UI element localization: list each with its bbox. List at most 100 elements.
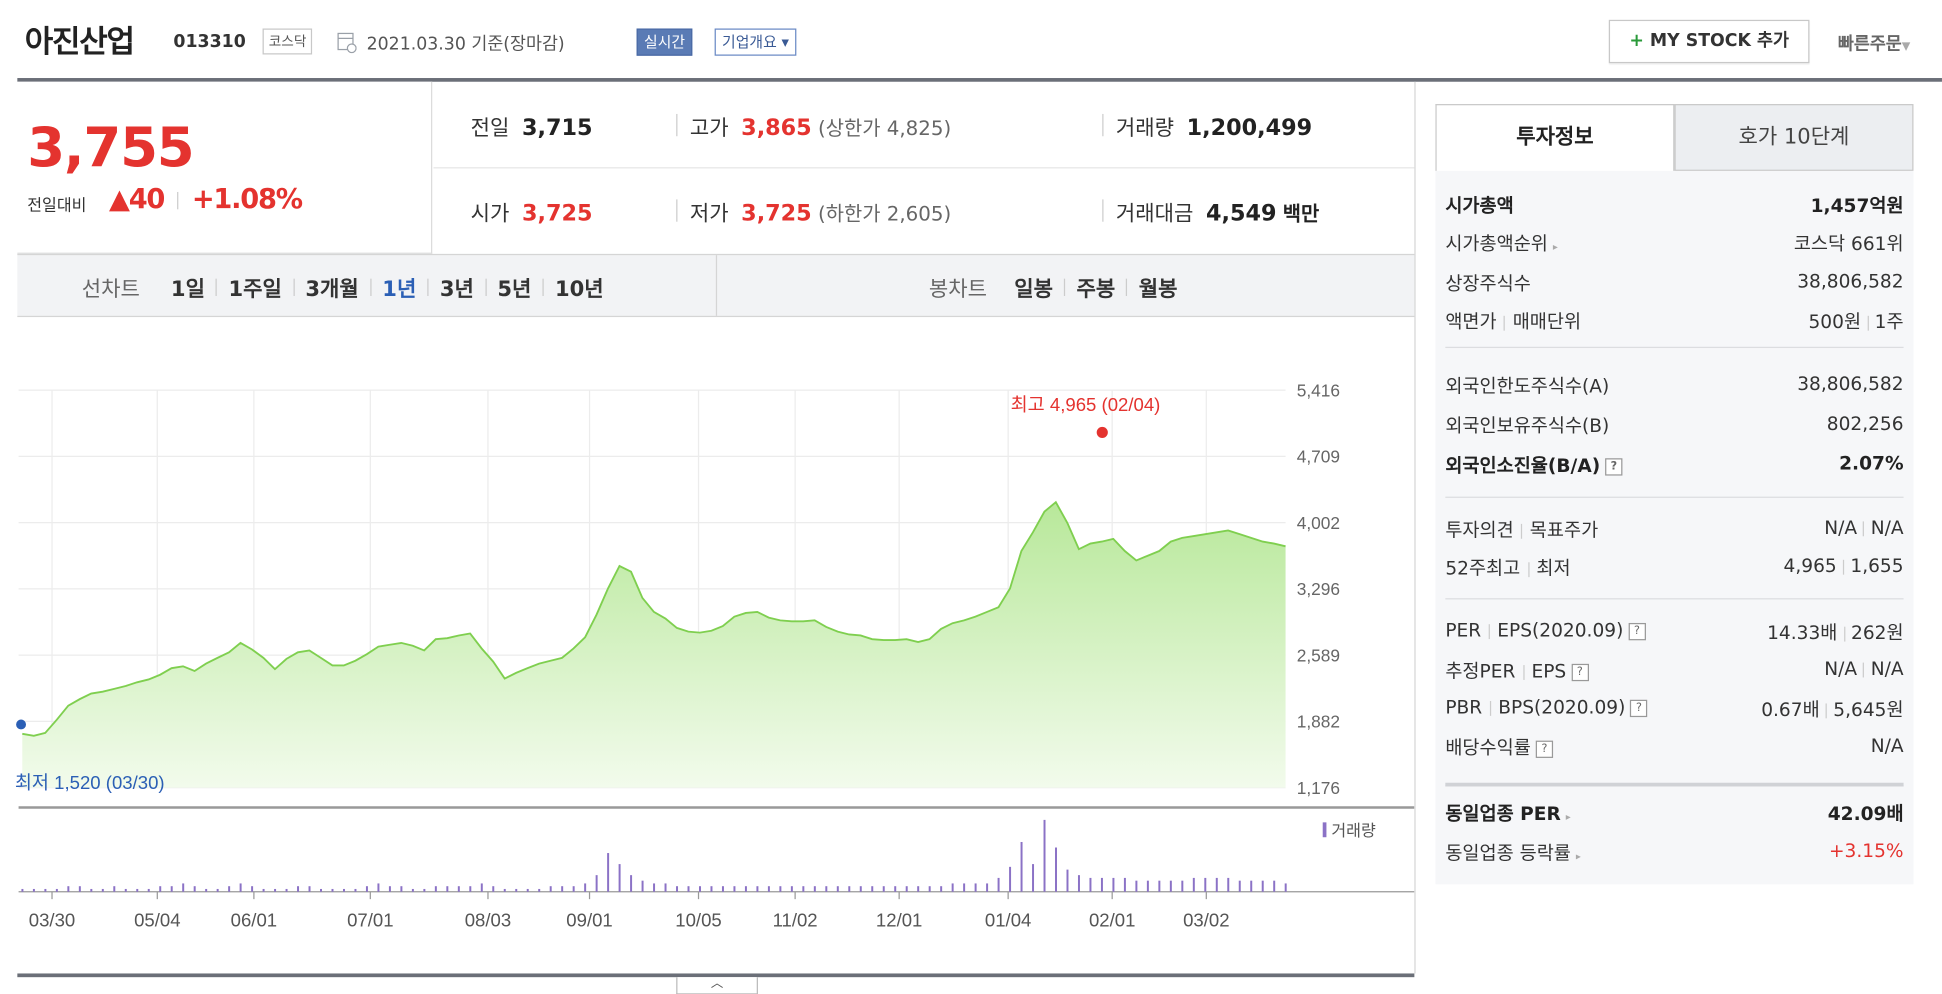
caret-right-icon[interactable]: ▸ — [1575, 850, 1581, 862]
volume-bar — [721, 886, 724, 892]
volume-bar — [1146, 880, 1149, 892]
price-chart[interactable]: 5,416 4,709 4,002 3,296 2,589 1,882 1,176 최고 4,… — [0, 317, 1415, 973]
volume-bar — [1032, 864, 1035, 892]
info-value-secondary: N/A — [1870, 516, 1904, 539]
info-value: 38,806,582 — [1797, 269, 1904, 293]
x-tick-label: 03/30 — [29, 909, 75, 930]
y-tick-label: 4,002 — [1297, 513, 1340, 533]
info-label: 52주최고 — [1445, 557, 1521, 580]
info-value-secondary: 1주 — [1874, 310, 1904, 334]
tab-monthly[interactable]: 월봉 — [1138, 277, 1178, 303]
volume-bar — [813, 886, 816, 892]
stat-amount-value: 4,549 — [1205, 200, 1277, 227]
volume-bar — [1100, 877, 1103, 892]
y-tick-label: 4,709 — [1297, 447, 1340, 467]
add-my-stock-button[interactable]: + MY STOCK 추가 — [1608, 19, 1810, 64]
tab-3y[interactable]: 3년 — [439, 277, 474, 303]
stat-volume-value: 1,200,499 — [1186, 115, 1313, 142]
volume-bar — [170, 886, 173, 892]
calendar-icon — [337, 32, 357, 54]
volume-bar — [434, 886, 437, 892]
volume-bar — [951, 883, 954, 892]
caret-right-icon[interactable]: ▸ — [1565, 811, 1571, 823]
volume-bar — [400, 886, 403, 892]
tab-3m[interactable]: 3개월 — [305, 277, 359, 303]
tab-5y[interactable]: 5년 — [497, 277, 532, 303]
x-tick-label: 02/01 — [1089, 909, 1135, 930]
volume-bar — [1066, 869, 1069, 892]
tab-hoga-10[interactable]: 호가 10단계 — [1674, 104, 1914, 171]
x-tick-label: 06/01 — [231, 909, 277, 930]
info-row: 외국인소진율(B/A)? 2.07% — [1445, 452, 1903, 484]
stat-prev: 전일 3,715 — [471, 110, 593, 141]
volume-bar — [733, 886, 736, 892]
info-value: 802,256 — [1826, 412, 1904, 435]
tab-1w[interactable]: 1주일 — [228, 277, 282, 303]
volume-bar — [1043, 819, 1046, 892]
y-tick-label: 5,416 — [1297, 380, 1340, 400]
info-row: 배당수익률? N/A — [1445, 734, 1903, 766]
stat-high: 고가 3,865 (상한가 4,825) — [690, 110, 951, 141]
stat-amount: 거래대금 4,549 백만 — [1116, 196, 1319, 227]
tab-weekly[interactable]: 주봉 — [1076, 277, 1116, 303]
volume-bar — [572, 886, 575, 892]
info-label: 상장주식수 — [1445, 272, 1531, 295]
realtime-button[interactable]: 실시간 — [636, 28, 693, 56]
panel-divider — [1445, 496, 1904, 498]
help-icon[interactable]: ? — [1630, 699, 1648, 717]
volume-bar — [32, 888, 35, 892]
stat-open-label: 시가 — [470, 201, 510, 227]
caret-right-icon[interactable]: ▸ — [1552, 241, 1558, 253]
tab-1y[interactable]: 1년 — [382, 277, 417, 303]
info-value-secondary: 1,655 — [1850, 554, 1904, 578]
info-label-secondary: EPS(2020.09) — [1497, 619, 1624, 642]
info-row: 시가총액 1,457억원 — [1445, 192, 1903, 224]
help-icon[interactable]: ? — [1535, 740, 1554, 758]
volume-bar — [836, 886, 839, 892]
volume-bar — [1158, 880, 1161, 892]
invest-info-panel: 시가총액 1,457억원 시가총액순위 ▸ 코스닥 661위 상장주식수 38,806,58… — [1435, 170, 1914, 885]
volume-bar — [388, 886, 391, 892]
volume-bar — [1020, 841, 1023, 892]
volume-bar — [986, 883, 989, 892]
stat-low-label: 저가 — [689, 201, 729, 227]
volume-bar — [1077, 875, 1080, 892]
collapse-button[interactable]: ︿ — [676, 977, 758, 994]
volume-bar — [526, 888, 529, 892]
stat-volume-label: 거래량 — [1115, 116, 1175, 142]
volume-bar — [1284, 883, 1287, 892]
volume-bar — [239, 883, 242, 892]
info-row: PER EPS(2020.09)? 14.33배 262원 — [1445, 619, 1903, 651]
info-value: +3.15% — [1828, 839, 1904, 862]
min-marker — [16, 719, 27, 730]
top-divider — [17, 78, 1942, 82]
volume-bar — [1181, 880, 1184, 892]
info-value-secondary: N/A — [1870, 657, 1904, 680]
volume-bar — [308, 886, 311, 892]
y-tick-label: 1,882 — [1297, 712, 1340, 732]
stat-low-value: 3,725 — [741, 200, 812, 227]
volume-bar — [515, 888, 518, 892]
volume-bar — [113, 886, 116, 892]
quick-order-button[interactable]: 빠른주문▼ — [1838, 31, 1910, 56]
tab-1d[interactable]: 1일 — [170, 277, 205, 303]
info-label: 투자의견 — [1445, 518, 1514, 542]
tab-10y[interactable]: 10년 — [554, 277, 604, 303]
volume-bar — [274, 888, 277, 892]
company-overview-dropdown[interactable]: 기업개요 ▾ — [714, 28, 797, 56]
volume-bar — [698, 886, 701, 892]
help-icon[interactable]: ? — [1571, 663, 1589, 681]
volume-bar — [802, 886, 805, 892]
x-tick-label: 11/02 — [773, 909, 818, 930]
info-label: 액면가 — [1445, 310, 1497, 334]
volume-bar — [1169, 880, 1172, 892]
info-row: 동일업종 PER ▸ 42.09배 — [1445, 800, 1903, 832]
tab-invest-info[interactable]: 투자정보 — [1435, 104, 1675, 171]
volume-bar — [67, 886, 70, 892]
volume-bar — [607, 853, 610, 892]
info-label-secondary: BPS(2020.09) — [1498, 696, 1626, 719]
help-icon[interactable]: ? — [1605, 457, 1623, 475]
volume-bar — [124, 888, 127, 892]
tab-daily[interactable]: 일봉 — [1014, 277, 1053, 303]
help-icon[interactable]: ? — [1628, 622, 1646, 640]
